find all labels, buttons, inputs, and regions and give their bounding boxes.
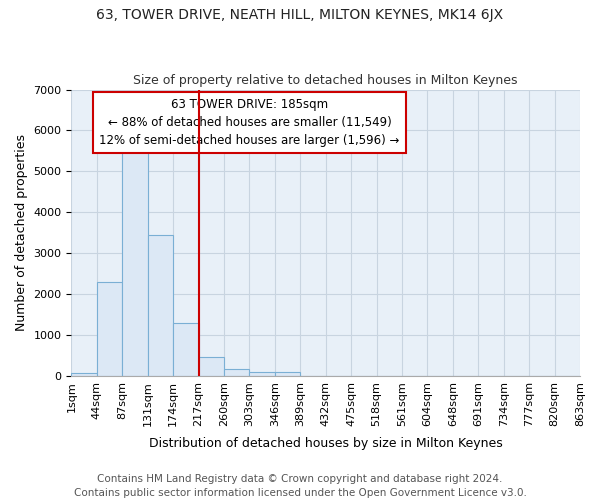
Bar	[275, 372, 300, 376]
Bar	[122, 152, 148, 376]
Text: 63, TOWER DRIVE, NEATH HILL, MILTON KEYNES, MK14 6JX: 63, TOWER DRIVE, NEATH HILL, MILTON KEYN…	[97, 8, 503, 22]
Bar	[250, 372, 275, 376]
Y-axis label: Number of detached properties: Number of detached properties	[15, 134, 28, 331]
Bar	[173, 322, 199, 376]
Text: 63 TOWER DRIVE: 185sqm
← 88% of detached houses are smaller (11,549)
12% of semi: 63 TOWER DRIVE: 185sqm ← 88% of detached…	[99, 98, 400, 147]
X-axis label: Distribution of detached houses by size in Milton Keynes: Distribution of detached houses by size …	[149, 437, 503, 450]
Bar	[224, 369, 250, 376]
Bar	[199, 356, 224, 376]
Bar	[148, 235, 173, 376]
Title: Size of property relative to detached houses in Milton Keynes: Size of property relative to detached ho…	[133, 74, 518, 87]
Bar	[71, 373, 97, 376]
Text: Contains HM Land Registry data © Crown copyright and database right 2024.
Contai: Contains HM Land Registry data © Crown c…	[74, 474, 526, 498]
Bar	[97, 282, 122, 376]
